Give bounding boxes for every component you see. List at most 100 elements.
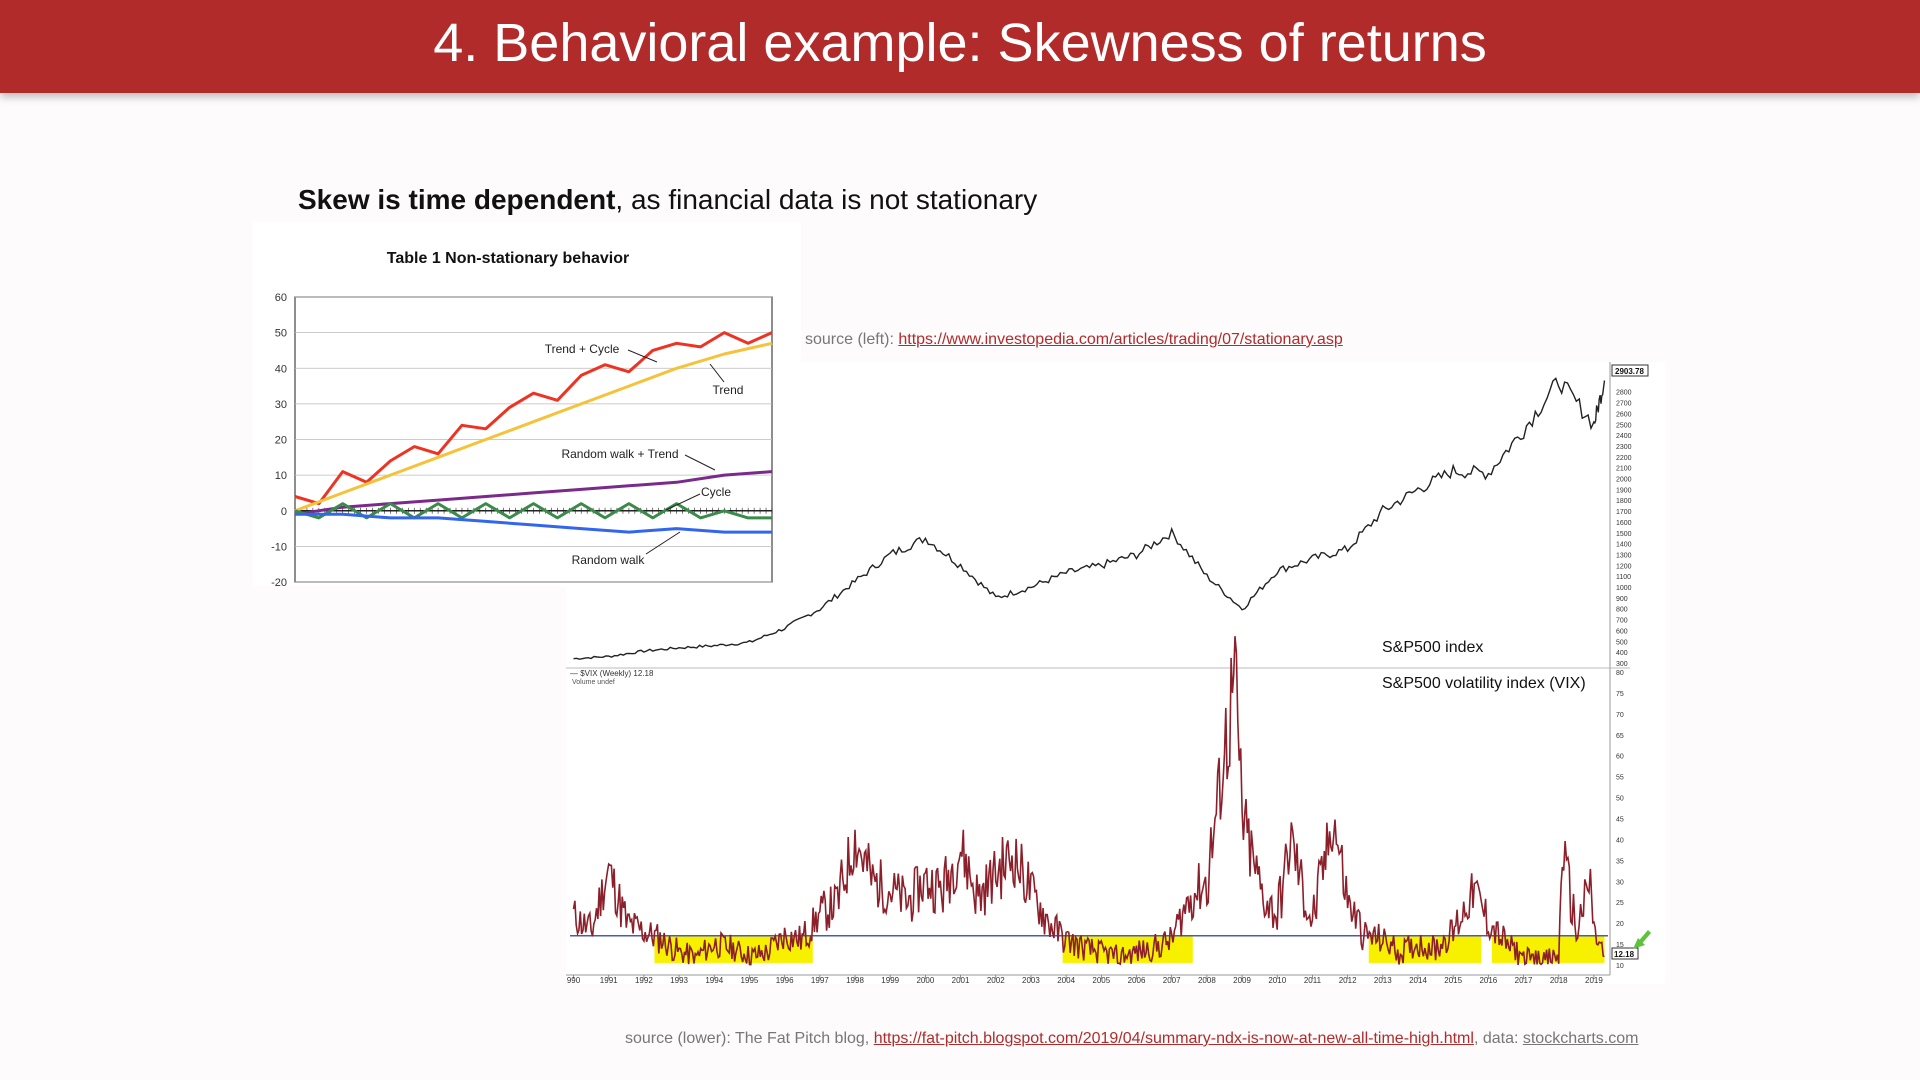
vix-xtick: 2007 bbox=[1163, 976, 1181, 985]
vix-xtick: 2009 bbox=[1233, 976, 1251, 985]
vix-xtick: 2002 bbox=[987, 976, 1005, 985]
sp500-ytick: 1700 bbox=[1616, 509, 1632, 516]
vix-xtick: 1992 bbox=[635, 976, 653, 985]
vix-ytick: 25 bbox=[1616, 900, 1624, 907]
nonstationary-ytick: 10 bbox=[275, 470, 287, 482]
vix-ytick: 65 bbox=[1616, 733, 1624, 740]
vix-ytick: 35 bbox=[1616, 858, 1624, 865]
sp500-ytick: 2000 bbox=[1616, 477, 1632, 484]
sp500-ytick: 800 bbox=[1616, 607, 1628, 614]
sp500-ytick: 2800 bbox=[1616, 390, 1632, 397]
vix-xtick: 1998 bbox=[846, 976, 864, 985]
sp500-ytick: 1200 bbox=[1616, 563, 1632, 570]
annotation-label: Trend bbox=[713, 383, 744, 397]
vix-ytick: 15 bbox=[1616, 942, 1624, 949]
source-left-prefix: source (left): bbox=[805, 331, 899, 348]
sp500-series-line bbox=[573, 377, 1606, 660]
vix-xtick: 2000 bbox=[916, 976, 934, 985]
vix-xtick: 2012 bbox=[1339, 976, 1357, 985]
source-lower-link[interactable]: https://fat-pitch.blogspot.com/2019/04/s… bbox=[873, 1030, 1474, 1047]
vix-ytick: 75 bbox=[1616, 691, 1624, 698]
series-cycle bbox=[294, 502, 772, 520]
vix-xtick: 2016 bbox=[1479, 976, 1497, 985]
nonstationary-title: Table 1 Non-stationary behavior bbox=[387, 250, 629, 267]
nonstationary-ytick: 20 bbox=[275, 435, 287, 447]
title-bar bbox=[0, 0, 1920, 93]
vix-label: S&P500 volatility index (VIX) bbox=[1382, 675, 1586, 692]
vix-xtick: 2005 bbox=[1092, 976, 1110, 985]
annotation-leader bbox=[709, 363, 725, 383]
sp500-ytick: 900 bbox=[1616, 596, 1628, 603]
vix-xtick: 2015 bbox=[1444, 976, 1462, 985]
source-lower-mid: , data: bbox=[1473, 1030, 1523, 1047]
sp500-ytick: 2600 bbox=[1616, 411, 1632, 418]
vix-xtick: 1991 bbox=[600, 976, 618, 985]
sp500-ytick: 1300 bbox=[1616, 552, 1632, 559]
subtitle-bold: Skew is time dependent bbox=[298, 184, 616, 215]
annotation-label: Random walk + Trend bbox=[561, 447, 678, 461]
vix-xtick: 1997 bbox=[811, 976, 829, 985]
sp500-ytick: 2200 bbox=[1616, 455, 1632, 462]
vix-ytick: 60 bbox=[1616, 754, 1624, 761]
vix-xtick: 2019 bbox=[1585, 976, 1603, 985]
vix-xtick: 2003 bbox=[1022, 976, 1040, 985]
vix-xtick: 2013 bbox=[1374, 976, 1392, 985]
source-left-link[interactable]: https://www.investopedia.com/articles/tr… bbox=[898, 331, 1343, 348]
sp500-ytick: 2400 bbox=[1616, 433, 1632, 440]
vix-xtick: 2011 bbox=[1304, 976, 1322, 985]
vix-series-line bbox=[572, 636, 1605, 966]
annotation-leader bbox=[645, 531, 681, 555]
sp500-ytick: 1100 bbox=[1616, 574, 1631, 581]
vix-xtick: 2008 bbox=[1198, 976, 1216, 985]
sp500-ytick: 300 bbox=[1616, 661, 1628, 668]
annotation-leader bbox=[627, 349, 658, 363]
annotation-label: Trend + Cycle bbox=[545, 342, 620, 356]
sp500-ytick: 1500 bbox=[1616, 531, 1632, 538]
nonstationary-ytick: -10 bbox=[271, 541, 287, 553]
source-lower: source (lower): The Fat Pitch blog, http… bbox=[625, 1030, 1638, 1048]
sp500-ytick: 400 bbox=[1616, 650, 1628, 657]
subtitle: Skew is time dependent, as financial dat… bbox=[298, 184, 1037, 216]
arrow-icon bbox=[1633, 930, 1651, 949]
series-random-walk-trend bbox=[294, 470, 773, 516]
annotation-label: Random walk bbox=[572, 553, 646, 567]
vix-xtick: 2017 bbox=[1515, 976, 1533, 985]
source-left: source (left): https://www.investopedia.… bbox=[805, 331, 1343, 349]
sp500-ytick: 2500 bbox=[1616, 422, 1632, 429]
vix-xtick: 1999 bbox=[881, 976, 899, 985]
vix-xtick: 1994 bbox=[705, 976, 723, 985]
vix-xtick: 2014 bbox=[1409, 976, 1427, 985]
nonstationary-ytick: 50 bbox=[275, 328, 287, 340]
sp500-ytick: 600 bbox=[1616, 628, 1628, 635]
sp500-ytick: 1600 bbox=[1616, 520, 1632, 527]
sp500-ytick: 1400 bbox=[1616, 542, 1632, 549]
sp500-ytick: 500 bbox=[1616, 639, 1628, 646]
vix-xtick: 2001 bbox=[952, 976, 970, 985]
sp500-ytick: 1900 bbox=[1616, 487, 1632, 494]
sp500-last-value: 2903.78 bbox=[1615, 367, 1644, 376]
annotation-leader bbox=[665, 493, 701, 511]
nonstationary-ytick: 60 bbox=[275, 292, 287, 304]
sp500-ytick: 2300 bbox=[1616, 444, 1632, 451]
sp500-ytick: 2100 bbox=[1616, 466, 1632, 473]
vix-xtick: 990 bbox=[567, 976, 581, 985]
vix-ytick: 30 bbox=[1616, 879, 1624, 886]
nonstationary-ytick: 30 bbox=[275, 399, 287, 411]
vix-xtick: 2004 bbox=[1057, 976, 1075, 985]
nonstationary-ytick: 0 bbox=[281, 506, 287, 518]
vix-ytick: 70 bbox=[1616, 712, 1624, 719]
vix-ytick: 55 bbox=[1616, 775, 1624, 782]
nonstationary-ytick: -20 bbox=[271, 577, 287, 589]
series-trend bbox=[294, 341, 773, 513]
annotation-label: Cycle bbox=[701, 485, 731, 499]
subtitle-rest: , as financial data is not stationary bbox=[615, 184, 1038, 215]
vix-xtick: 2018 bbox=[1550, 976, 1568, 985]
vix-xtick: 1996 bbox=[776, 976, 794, 985]
vix-ytick: 20 bbox=[1616, 921, 1624, 928]
vix-xtick: 1993 bbox=[670, 976, 688, 985]
slide-title: 4. Behavioral example: Skewness of retur… bbox=[433, 13, 1487, 73]
vix-xtick: 1995 bbox=[741, 976, 759, 985]
source-lower-data-link[interactable]: stockcharts.com bbox=[1522, 1030, 1639, 1047]
vix-xtick: 2006 bbox=[1128, 976, 1146, 985]
